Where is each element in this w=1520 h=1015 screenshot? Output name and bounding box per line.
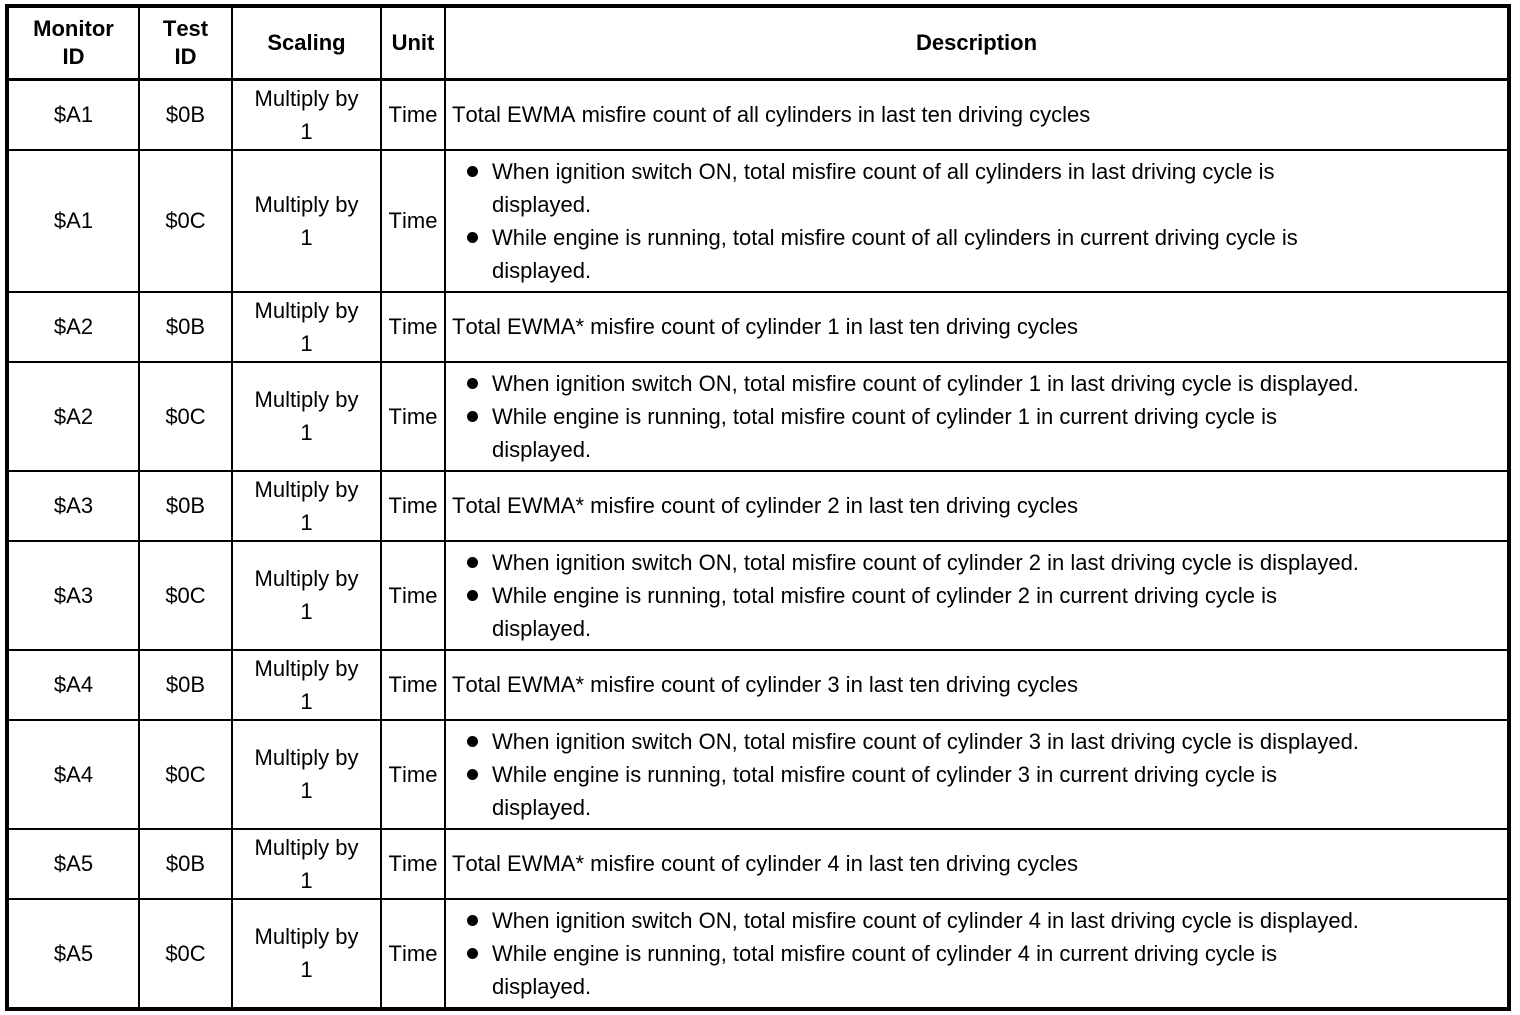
monitor-id-cell: $A4 [6,718,140,830]
bullet-list: When ignition switch ON, total misfire c… [452,725,1372,824]
unit-cell: Time [380,718,446,830]
unit-cell: Time [380,648,446,721]
description-cell: Total EWMA* misfire count of cylinder 4 … [444,827,1510,900]
scaling-cell: Multiply by 1 [231,897,382,1010]
description-cell: Total EWMA* misfire count of cylinder 1 … [444,290,1510,363]
scaling-cell: Multiply by 1 [231,148,382,293]
test-id-cell: $0C [138,148,233,293]
table-row: $A2 $0C Multiply by 1 Time When ignition swi… [6,360,1510,472]
monitor-id-cell: $A2 [6,360,140,472]
unit-cell: Time [380,469,446,542]
bullet-list-item: When ignition switch ON, total misfire c… [452,546,1372,579]
unit-cell: Time [380,827,446,900]
table-row: $A2 $0B Multiply by 1 Time Total EWMA* misfi… [6,290,1510,363]
description-text: Total EWMA* misfire count of cylinder 3 … [452,672,1079,697]
bullet-list-item: When ignition switch ON, total misfire c… [452,155,1372,221]
bullet-list-item: When ignition switch ON, total misfire c… [452,904,1372,937]
unit-cell: Time [380,360,446,472]
table-row: $A4 $0C Multiply by 1 Time When ignition swi… [6,718,1510,830]
scaling-cell: Multiply by 1 [231,469,382,542]
unit-cell: Time [380,290,446,363]
table-row: $A5 $0C Multiply by 1 Time When ignition swi… [6,897,1510,1010]
unit-cell: Time [380,148,446,293]
header-test-id: Test ID [138,5,233,81]
scaling-cell: Multiply by 1 [231,539,382,651]
description-cell: When ignition switch ON, total misfire c… [444,718,1510,830]
scaling-cell: Multiply by 1 [231,718,382,830]
test-id-cell: $0B [138,648,233,721]
bullet-list-item: When ignition switch ON, total misfire c… [452,725,1372,758]
table-row: $A5 $0B Multiply by 1 Time Total EWMA* misfi… [6,827,1510,900]
header-scaling: Scaling [231,5,382,81]
bullet-list-item: While engine is running, total misfire c… [452,221,1372,287]
bullet-list-item: While engine is running, total misfire c… [452,400,1372,466]
test-id-cell: $0B [138,469,233,542]
test-id-cell: $0C [138,718,233,830]
description-text: Total EWMA* misfire count of cylinder 4 … [452,851,1079,876]
bullet-list: When ignition switch ON, total misfire c… [452,546,1372,645]
description-cell: When ignition switch ON, total misfire c… [444,148,1510,293]
table-header: Monitor ID Test ID Scaling Unit Descript… [6,5,1510,81]
monitor-id-cell: $A3 [6,469,140,542]
test-id-cell: $0B [138,78,233,151]
description-cell: Total EWMA* misfire count of cylinder 3 … [444,648,1510,721]
description-text: Total EWMA* misfire count of cylinder 1 … [452,314,1079,339]
bullet-list: When ignition switch ON, total misfire c… [452,904,1372,1003]
unit-cell: Time [380,897,446,1010]
description-cell: Total EWMA* misfire count of cylinder 2 … [444,469,1510,542]
monitor-id-cell: $A1 [6,78,140,151]
monitor-id-cell: $A3 [6,539,140,651]
description-cell: When ignition switch ON, total misfire c… [444,897,1510,1010]
description-cell: When ignition switch ON, total misfire c… [444,360,1510,472]
bullet-list: When ignition switch ON, total misfire c… [452,367,1372,466]
scaling-cell: Multiply by 1 [231,360,382,472]
bullet-list: When ignition switch ON, total misfire c… [452,155,1372,287]
table-row: $A3 $0B Multiply by 1 Time Total EWMA* misfi… [6,469,1510,542]
test-id-cell: $0B [138,290,233,363]
table-row: $A3 $0C Multiply by 1 Time When ignition swi… [6,539,1510,651]
scaling-cell: Multiply by 1 [231,648,382,721]
table-row: $A4 $0B Multiply by 1 Time Total EWMA* misfi… [6,648,1510,721]
description-cell: Total EWMA misfire count of all cylinder… [444,78,1510,151]
monitor-id-cell: $A4 [6,648,140,721]
table-row: $A1 $0C Multiply by 1 Time When ignition swi… [6,148,1510,293]
monitor-id-cell: $A1 [6,148,140,293]
monitor-id-cell: $A5 [6,827,140,900]
bullet-list-item: While engine is running, total misfire c… [452,758,1372,824]
test-id-cell: $0C [138,539,233,651]
table-row: $A1 $0B Multiply by 1 Time Total EWMA misfir… [6,78,1510,151]
header-monitor-id: Monitor ID [6,5,140,81]
unit-cell: Time [380,539,446,651]
header-unit: Unit [380,5,446,81]
test-id-cell: $0C [138,897,233,1010]
description-text: Total EWMA* misfire count of cylinder 2 … [452,493,1079,518]
monitor-test-id-table: Monitor ID Test ID Scaling Unit Descript… [5,4,1511,1011]
bullet-list-item: When ignition switch ON, total misfire c… [452,367,1372,400]
test-id-cell: $0C [138,360,233,472]
bullet-list-item: While engine is running, total misfire c… [452,579,1372,645]
monitor-id-cell: $A2 [6,290,140,363]
description-cell: When ignition switch ON, total misfire c… [444,539,1510,651]
header-row: Monitor ID Test ID Scaling Unit Descript… [6,5,1510,81]
table-body: $A1 $0B Multiply by 1 Time Total EWMA misfir… [6,78,1510,1010]
scaling-cell: Multiply by 1 [231,827,382,900]
scaling-cell: Multiply by 1 [231,290,382,363]
test-id-cell: $0B [138,827,233,900]
header-description: Description [444,5,1510,81]
bullet-list-item: While engine is running, total misfire c… [452,937,1372,1003]
monitor-id-cell: $A5 [6,897,140,1010]
description-text: Total EWMA misfire count of all cylinder… [452,102,1091,128]
unit-cell: Time [380,78,446,151]
scaling-cell: Multiply by 1 [231,78,382,151]
